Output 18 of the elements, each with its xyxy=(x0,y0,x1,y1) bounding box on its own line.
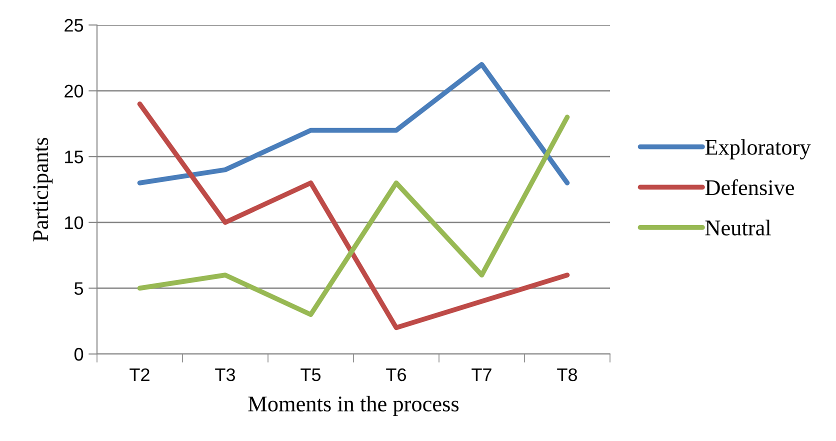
x-tick-label: T8 xyxy=(557,368,577,382)
x-tick-label: T6 xyxy=(386,368,406,382)
x-tick-label: T7 xyxy=(472,368,492,381)
y-axis-title: Participants xyxy=(33,138,53,242)
y-tick-label: 20 xyxy=(64,84,84,98)
y-tick-label: 25 xyxy=(64,18,84,32)
line-series xyxy=(137,62,570,186)
x-axis-title: Moments in the process xyxy=(248,396,459,416)
legend-label: Neutral xyxy=(705,220,771,236)
x-tick-label: T5 xyxy=(300,368,321,382)
y-tick-label: 0 xyxy=(74,348,84,361)
x-tick-label: T3 xyxy=(215,368,235,382)
legend-label: Exploratory xyxy=(705,139,811,160)
x-tick-label: T2 xyxy=(130,368,150,381)
y-tick-label: 5 xyxy=(74,282,84,295)
legend-label: Defensive xyxy=(705,179,794,196)
y-tick-label: 10 xyxy=(65,216,84,230)
y-tick-label: 15 xyxy=(65,150,84,164)
